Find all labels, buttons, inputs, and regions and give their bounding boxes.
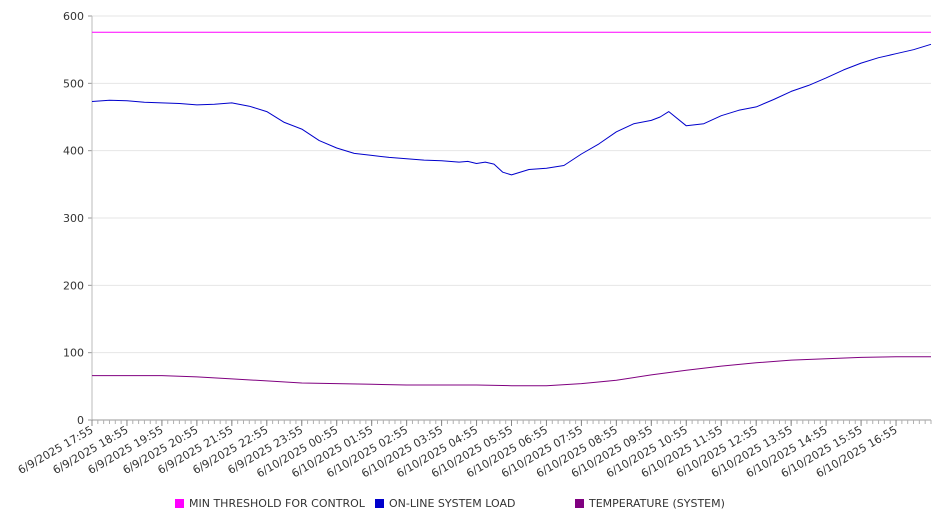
y-tick-label-100: 100 — [63, 347, 84, 360]
series-line-on-line-system-load — [91, 43, 932, 176]
legend-swatch-min-threshold — [175, 499, 184, 508]
legend-swatch-system-load — [375, 499, 384, 508]
y-tick-label-200: 200 — [63, 279, 84, 292]
legend-label-system-load: ON-LINE SYSTEM LOAD — [389, 497, 516, 510]
grid — [92, 15, 931, 354]
legend: MIN THRESHOLD FOR CONTROL ON-LINE SYSTEM… — [0, 497, 946, 515]
y-tick-label-500: 500 — [63, 77, 84, 90]
series-lines — [91, 31, 932, 387]
legend-swatch-temperature — [575, 499, 584, 508]
y-tick-label-0: 0 — [77, 414, 84, 427]
legend-item-min-threshold[interactable]: MIN THRESHOLD FOR CONTROL — [175, 497, 365, 510]
y-tick-label-300: 300 — [63, 212, 84, 225]
series-line-temperature-system — [92, 356, 931, 387]
legend-label-min-threshold: MIN THRESHOLD FOR CONTROL — [189, 497, 365, 510]
legend-item-temperature[interactable]: TEMPERATURE (SYSTEM) — [575, 497, 725, 510]
legend-label-temperature: TEMPERATURE (SYSTEM) — [589, 497, 725, 510]
legend-item-system-load[interactable]: ON-LINE SYSTEM LOAD — [375, 497, 515, 510]
y-tick-label-600: 600 — [63, 10, 84, 23]
y-tick-label-400: 400 — [63, 145, 84, 158]
axes — [88, 15, 932, 426]
